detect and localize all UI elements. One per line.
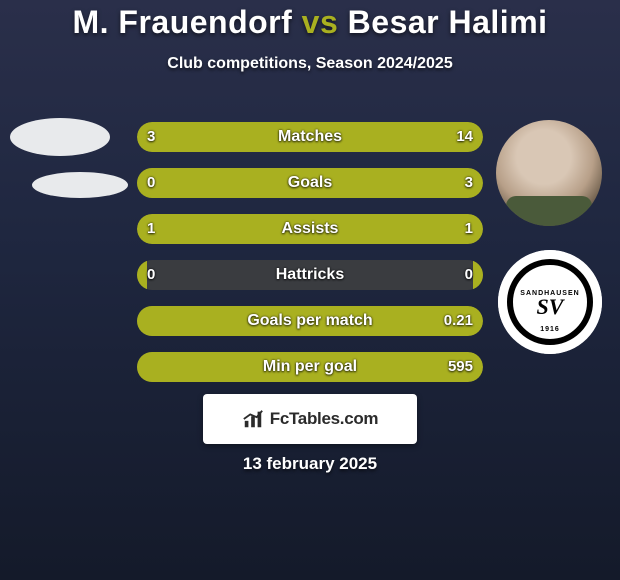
vs-label: vs bbox=[302, 4, 339, 40]
stat-row-goals-per-match: 0.21Goals per match bbox=[137, 306, 483, 336]
player2-name: Besar Halimi bbox=[348, 4, 548, 40]
comparison-bars: 314Matches 03Goals 11Assists 00Hattricks 0.2… bbox=[137, 122, 483, 398]
date-label: 13 february 2025 bbox=[0, 454, 620, 474]
club-year: 1916 bbox=[540, 326, 560, 333]
player1-name: M. Frauendorf bbox=[72, 4, 292, 40]
stat-row-hattricks: 00Hattricks bbox=[137, 260, 483, 290]
stat-row-matches: 314Matches bbox=[137, 122, 483, 152]
stat-label: Hattricks bbox=[137, 260, 483, 290]
branding-text: FcTables.com bbox=[270, 409, 379, 429]
placeholder-oval-1 bbox=[10, 118, 110, 156]
stat-row-goals: 03Goals bbox=[137, 168, 483, 198]
branding-badge: FcTables.com bbox=[203, 394, 417, 444]
left-placeholders bbox=[10, 118, 128, 198]
subtitle: Club competitions, Season 2024/2025 bbox=[0, 55, 620, 73]
stat-label: Goals per match bbox=[137, 306, 483, 336]
stat-row-min-per-goal: 595Min per goal bbox=[137, 352, 483, 382]
club-badge: SANDHAUSEN SV 1916 bbox=[498, 250, 602, 354]
page-title: M. Frauendorf vs Besar Halimi bbox=[0, 4, 620, 41]
stat-label: Matches bbox=[137, 122, 483, 152]
fctables-logo-icon bbox=[242, 408, 264, 430]
club-badge-inner: SANDHAUSEN SV 1916 bbox=[507, 259, 593, 345]
stat-label: Min per goal bbox=[137, 352, 483, 382]
placeholder-oval-2 bbox=[32, 172, 128, 198]
stat-row-assists: 11Assists bbox=[137, 214, 483, 244]
content: M. Frauendorf vs Besar Halimi Club compe… bbox=[0, 0, 620, 580]
club-initials: SV bbox=[537, 297, 564, 317]
player2-avatar bbox=[496, 120, 602, 226]
stat-label: Assists bbox=[137, 214, 483, 244]
stat-label: Goals bbox=[137, 168, 483, 198]
